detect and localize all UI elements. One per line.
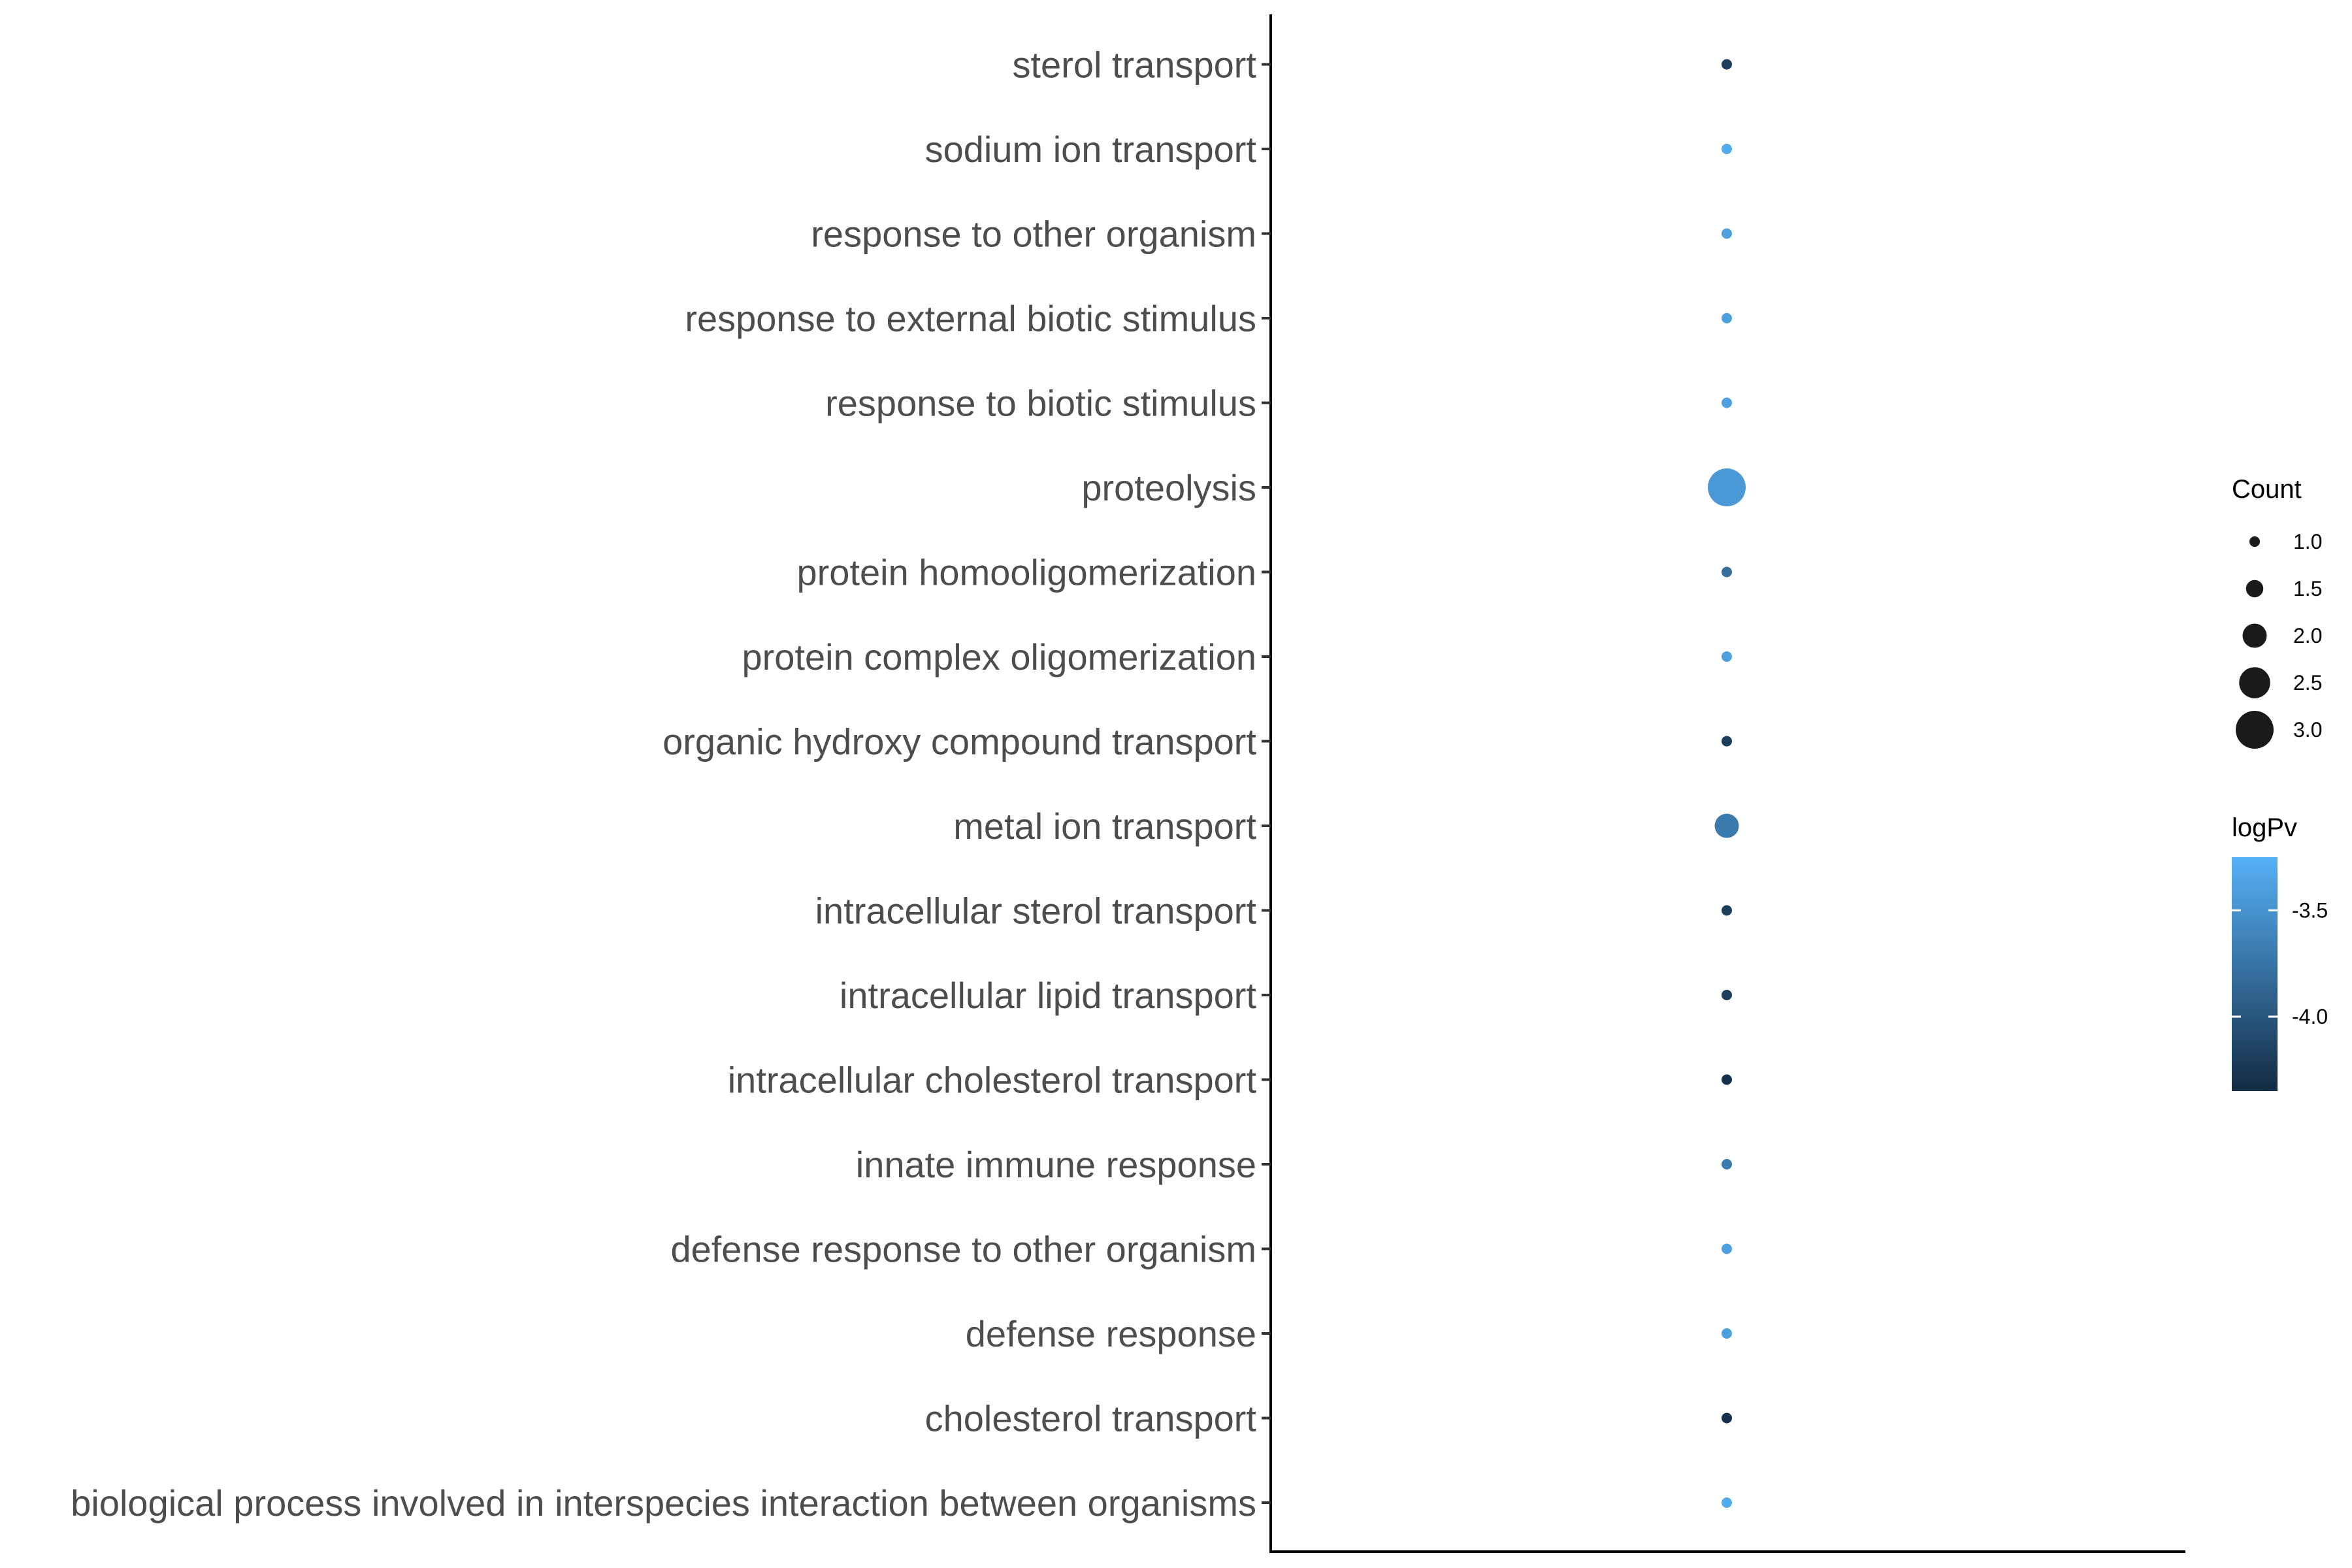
- colorbar-tick-label: -3.5: [2292, 898, 2328, 922]
- data-point: [1722, 397, 1732, 408]
- colorbar: [2232, 857, 2278, 1091]
- y-tick-label: metal ion transport: [953, 806, 1256, 847]
- y-tick-label: defense response: [966, 1313, 1256, 1354]
- y-tick-label: proteolysis: [1081, 467, 1256, 508]
- y-tick-label: response to external biotic stimulus: [685, 298, 1256, 339]
- y-tick-label: cholesterol transport: [925, 1398, 1257, 1439]
- legend-size-label: 2.5: [2293, 671, 2322, 694]
- data-point: [1722, 1159, 1732, 1169]
- legend-size-label: 2.0: [2293, 624, 2322, 647]
- y-tick-label: protein complex oligomerization: [742, 636, 1257, 678]
- y-tick-label: sterol transport: [1013, 44, 1257, 86]
- legend-size-label: 3.0: [2293, 718, 2322, 742]
- legend-size-title: Count: [2232, 475, 2302, 504]
- legend-size-key: [2239, 667, 2270, 698]
- y-tick-label: innate immune response: [856, 1144, 1256, 1185]
- data-point: [1722, 59, 1732, 70]
- data-point: [1722, 1328, 1732, 1339]
- data-points: [1708, 59, 1746, 1508]
- y-tick-label: intracellular sterol transport: [815, 890, 1257, 932]
- data-point: [1722, 228, 1732, 239]
- data-point: [1714, 813, 1739, 838]
- data-point: [1722, 1497, 1732, 1508]
- data-point: [1722, 990, 1732, 1000]
- data-point: [1722, 736, 1732, 747]
- data-point: [1722, 651, 1732, 662]
- data-point: [1722, 1413, 1732, 1424]
- legend-size-key: [2249, 536, 2260, 547]
- y-axis-ticks: [1262, 63, 1271, 1504]
- data-point: [1722, 566, 1732, 578]
- y-tick-label: biological process involved in interspec…: [71, 1482, 1256, 1524]
- legend-size-key: [2236, 711, 2274, 749]
- data-point: [1708, 468, 1746, 506]
- legend-size-keys: 1.0 1.5 2.0 2.5 3.0: [2236, 530, 2322, 749]
- y-tick-label: intracellular lipid transport: [840, 975, 1257, 1016]
- y-tick-label: defense response to other organism: [670, 1229, 1256, 1270]
- y-tick-label: intracellular cholesterol transport: [728, 1060, 1257, 1101]
- y-tick-label: response to other organism: [811, 214, 1256, 255]
- colorbar-tick-label: -4.0: [2292, 1005, 2328, 1028]
- data-point: [1722, 905, 1732, 916]
- legend-size-key: [2246, 580, 2264, 598]
- colorbar-ticks: -3.5 -4.0: [2232, 898, 2328, 1028]
- legend-size-label: 1.5: [2293, 577, 2322, 600]
- data-point: [1722, 313, 1732, 323]
- legend-size-key: [2242, 623, 2267, 648]
- legend-size-label: 1.0: [2293, 530, 2322, 553]
- y-tick-label: organic hydroxy compound transport: [662, 721, 1256, 762]
- y-tick-label: protein homooligomerization: [797, 552, 1257, 593]
- data-point: [1722, 144, 1732, 154]
- data-point: [1722, 1074, 1732, 1085]
- y-axis-labels: biological process involved in interspec…: [71, 44, 1256, 1524]
- y-tick-label: sodium ion transport: [925, 129, 1257, 170]
- data-point: [1722, 1243, 1732, 1254]
- legend-color: logPv -3.5 -4.0: [2232, 813, 2328, 1091]
- y-tick-label: response to biotic stimulus: [825, 383, 1256, 424]
- legend-color-title: logPv: [2232, 813, 2297, 842]
- legend-size: Count 1.0 1.5 2.0 2.5 3.0: [2232, 475, 2322, 749]
